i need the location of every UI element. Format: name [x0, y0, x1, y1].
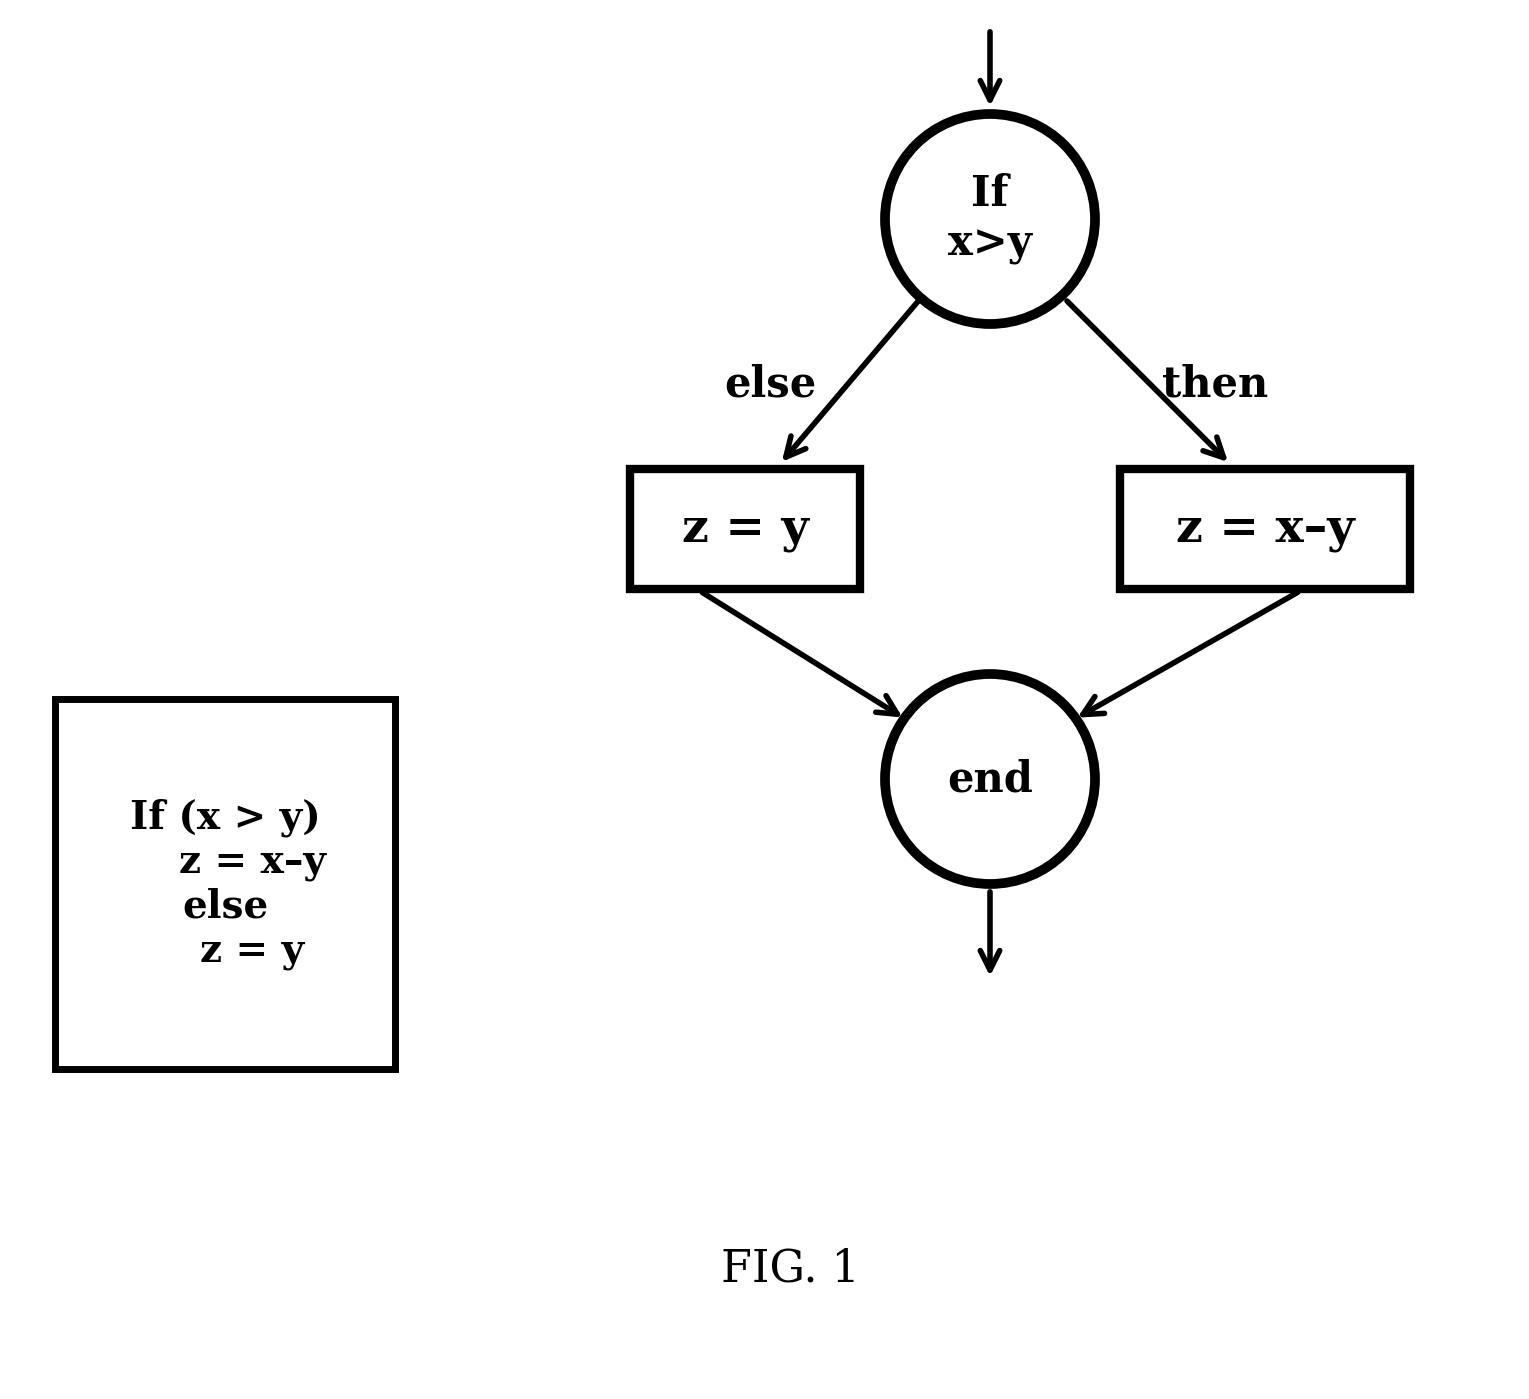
FancyBboxPatch shape	[630, 469, 859, 589]
Ellipse shape	[885, 113, 1095, 325]
Text: then: then	[1162, 362, 1268, 404]
Text: else: else	[723, 362, 816, 404]
Ellipse shape	[885, 674, 1095, 884]
FancyBboxPatch shape	[55, 700, 394, 1069]
FancyBboxPatch shape	[1121, 469, 1410, 589]
Text: If
x>y: If x>y	[948, 173, 1032, 264]
Text: z = x–y: z = x–y	[1176, 506, 1355, 553]
Text: FIG. 1: FIG. 1	[720, 1248, 859, 1291]
Text: end: end	[946, 758, 1034, 800]
Text: z = y: z = y	[682, 506, 809, 553]
Text: If (x > y)
    z = x–y
else
    z = y: If (x > y) z = x–y else z = y	[124, 799, 326, 970]
